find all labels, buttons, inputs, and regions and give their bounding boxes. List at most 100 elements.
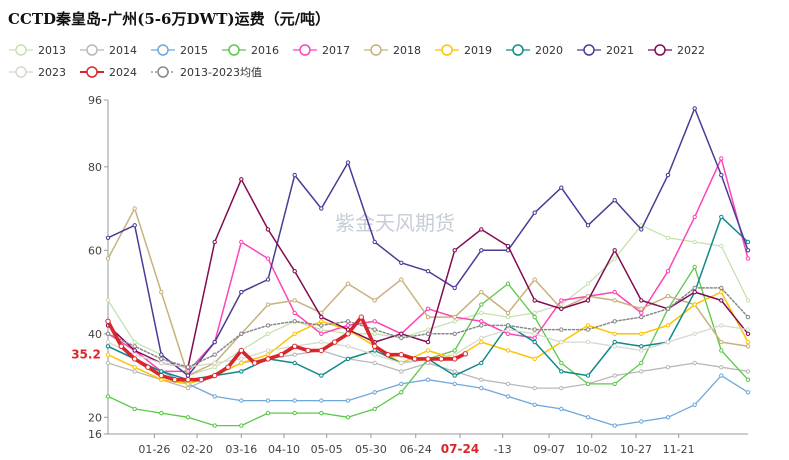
legend-item-2023[interactable]: 2023 — [8, 63, 79, 81]
legend-item-2013-2023[interactable]: 2013-2023均值 — [150, 63, 300, 81]
data-point-2018 — [372, 298, 377, 303]
legend-marker-icon — [222, 44, 246, 56]
legend-item-2019[interactable]: 2019 — [434, 41, 505, 59]
legend-item-2021[interactable]: 2021 — [576, 41, 647, 59]
data-point-2016 — [372, 406, 377, 412]
data-point-2021 — [319, 206, 324, 211]
data-point-2020 — [745, 239, 751, 245]
value-label-layer: 35.2 — [68, 344, 104, 363]
data-point-2024 — [412, 356, 418, 362]
data-point-2015 — [372, 390, 377, 395]
x-tick-label: 07-24 — [441, 442, 479, 456]
data-point-2023 — [105, 339, 111, 345]
data-point-2022 — [745, 331, 751, 336]
legend-label: 2015 — [180, 43, 208, 57]
data-point-2024 — [318, 347, 324, 354]
data-point-2023 — [745, 327, 751, 332]
data-point-2021 — [345, 160, 351, 165]
data-point-2013-2023 — [479, 323, 484, 328]
data-point-2022 — [612, 248, 617, 253]
data-point-2020 — [585, 373, 591, 378]
data-point-2024 — [158, 372, 165, 379]
data-point-2018 — [719, 339, 724, 345]
legend-item-2014[interactable]: 2014 — [79, 41, 150, 59]
legend-label: 2022 — [677, 43, 705, 57]
data-point-2015 — [692, 402, 697, 407]
legend-item-2016[interactable]: 2016 — [221, 41, 292, 59]
legend-item-2013[interactable]: 2013 — [8, 41, 79, 59]
data-point-2018 — [665, 294, 671, 299]
data-point-2019 — [239, 360, 244, 366]
data-point-2018 — [612, 298, 617, 303]
data-point-2024 — [225, 364, 231, 370]
data-point-2023 — [559, 339, 564, 345]
data-point-2013 — [719, 243, 724, 249]
legend-item-2022[interactable]: 2022 — [647, 41, 718, 59]
data-point-2016 — [212, 423, 217, 428]
data-point-2014 — [505, 381, 511, 387]
legend-label: 2019 — [464, 43, 492, 57]
legend: 2013 2014 2015 2016 2017 2018 2019 2020 2021 2022… — [8, 41, 783, 81]
legend-item-2020[interactable]: 2020 — [505, 41, 576, 59]
data-point-2013 — [612, 256, 617, 261]
x-tick-label: 04-10 — [268, 443, 300, 456]
data-point-2022 — [399, 331, 404, 336]
data-point-2015 — [212, 394, 217, 399]
legend-marker-icon — [80, 44, 104, 56]
data-point-2014 — [665, 365, 671, 370]
data-point-2013-2023 — [239, 331, 244, 336]
data-point-2013 — [532, 310, 537, 316]
legend-item-2018[interactable]: 2018 — [363, 41, 434, 59]
data-point-2015 — [479, 385, 484, 391]
legend-item-2024[interactable]: 2024 — [79, 63, 150, 81]
data-point-2018 — [292, 298, 297, 303]
data-point-2024 — [305, 347, 311, 354]
legend-item-2017[interactable]: 2017 — [292, 41, 363, 59]
legend-marker-icon — [151, 66, 175, 78]
data-point-2020 — [452, 373, 457, 378]
data-point-2024 — [398, 352, 404, 358]
data-point-2021 — [239, 289, 244, 295]
data-point-2013 — [425, 327, 431, 332]
data-point-2023 — [399, 360, 404, 366]
data-point-2017 — [265, 256, 271, 261]
data-point-2013-2023 — [532, 327, 537, 332]
legend-marker-icon — [364, 44, 388, 56]
data-point-2016 — [505, 281, 511, 286]
data-point-2015 — [719, 373, 724, 378]
legend-item-2015[interactable]: 2015 — [150, 41, 221, 59]
data-point-2013 — [665, 235, 671, 241]
data-point-2017 — [345, 323, 351, 328]
data-point-2016 — [585, 381, 591, 387]
data-point-2021 — [132, 223, 137, 228]
data-point-2015 — [745, 390, 751, 395]
x-tick-label: 01-26 — [138, 443, 170, 456]
series-2013-2023 — [105, 285, 751, 370]
data-point-2019 — [292, 331, 297, 336]
data-point-2014 — [105, 360, 111, 366]
data-point-2015 — [585, 415, 591, 420]
data-point-2014 — [185, 385, 191, 391]
data-point-2015 — [265, 398, 271, 403]
x-tick-label: 10-27 — [620, 443, 652, 456]
data-point-2016 — [105, 394, 111, 399]
data-point-2018 — [479, 289, 484, 295]
data-point-2022 — [559, 306, 564, 311]
data-point-2013 — [479, 310, 484, 316]
data-point-2023 — [505, 327, 511, 332]
data-point-2021 — [719, 172, 724, 178]
legend-marker-icon — [80, 66, 104, 78]
data-point-2017 — [319, 331, 324, 336]
data-point-2023 — [665, 339, 671, 345]
legend-marker-icon — [151, 44, 175, 56]
data-point-2017 — [479, 319, 484, 324]
legend-label: 2013 — [38, 43, 66, 57]
data-point-2013-2023 — [639, 314, 644, 320]
legend-label: 2021 — [606, 43, 634, 57]
data-point-2016 — [132, 406, 137, 412]
x-tick-label: 11-21 — [663, 443, 695, 456]
x-tick-label: 02-20 — [181, 443, 213, 456]
data-point-2021 — [372, 239, 377, 245]
x-tick-label: 09-07 — [533, 443, 565, 456]
